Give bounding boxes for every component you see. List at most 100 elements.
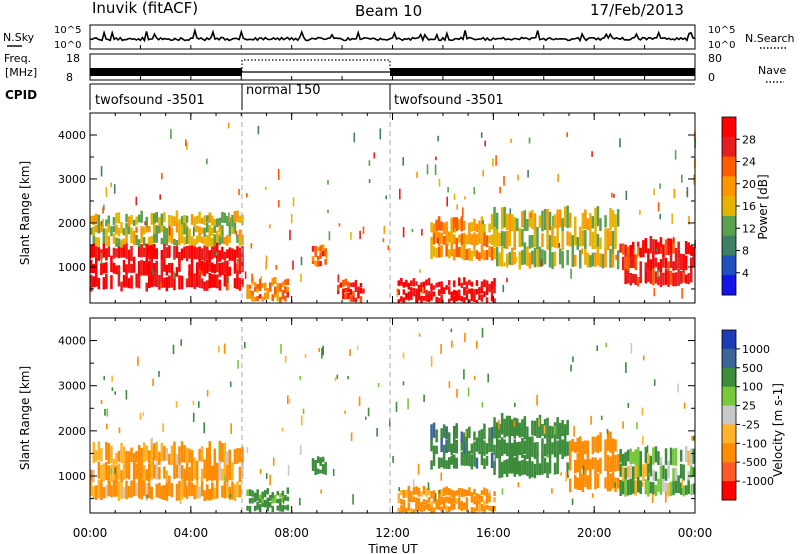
data-cell xyxy=(180,275,184,290)
data-cell xyxy=(460,502,464,511)
data-cell xyxy=(203,262,206,277)
data-cell xyxy=(276,491,279,496)
data-cell xyxy=(596,459,600,473)
data-cell xyxy=(533,463,537,479)
data-cell xyxy=(208,260,211,272)
data-cell xyxy=(513,439,516,457)
data-cell xyxy=(158,482,161,499)
data-cell xyxy=(639,451,642,466)
data-cell xyxy=(531,436,534,457)
data-cell xyxy=(213,234,216,246)
data-cell xyxy=(152,269,154,275)
data-cell xyxy=(455,290,458,297)
data-cell xyxy=(256,501,259,510)
data-cell xyxy=(168,275,171,288)
data-cell xyxy=(546,434,549,457)
data-cell xyxy=(664,482,668,496)
data-cell xyxy=(231,224,234,235)
data-cell xyxy=(455,457,458,469)
data-cell xyxy=(223,212,227,224)
data-cell xyxy=(465,503,469,512)
data-cell xyxy=(236,210,239,222)
data-cell xyxy=(402,352,405,359)
data-cell xyxy=(158,275,161,290)
data-cell xyxy=(198,246,201,261)
data-cell xyxy=(188,466,191,483)
data-cell xyxy=(445,496,448,503)
data-cell xyxy=(263,500,267,506)
data-cell xyxy=(115,224,118,235)
data-cell xyxy=(327,180,329,185)
data-cell xyxy=(337,274,340,283)
data-cell xyxy=(460,431,464,442)
data-cell xyxy=(185,245,189,262)
data-cell xyxy=(483,458,486,470)
data-cell xyxy=(266,288,269,295)
data-cell xyxy=(175,267,179,277)
data-cell xyxy=(342,292,345,300)
data-cell xyxy=(276,505,279,511)
data-cell xyxy=(193,221,196,233)
data-cell xyxy=(266,293,269,300)
data-cell xyxy=(521,250,524,265)
data-cell xyxy=(609,473,612,492)
data-cell xyxy=(553,435,557,458)
data-cell xyxy=(435,219,438,231)
data-cell xyxy=(488,427,491,441)
data-cell xyxy=(594,207,597,229)
nsky-left-tick-top: 10^5 xyxy=(54,25,81,36)
data-cell xyxy=(410,495,413,503)
data-cell xyxy=(672,272,675,287)
data-cell xyxy=(427,293,431,303)
data-cell xyxy=(440,496,443,505)
data-cell xyxy=(185,215,189,223)
data-cell xyxy=(447,187,449,193)
data-cell xyxy=(473,289,476,297)
data-cell xyxy=(148,261,151,275)
data-cell xyxy=(594,436,597,453)
data-cell xyxy=(271,492,274,499)
data-cell xyxy=(211,215,214,226)
data-cell xyxy=(465,442,469,455)
data-cell xyxy=(416,171,418,178)
data-cell xyxy=(145,243,148,260)
data-cell xyxy=(649,259,653,271)
data-cell xyxy=(432,231,436,245)
data-cell xyxy=(489,489,491,496)
data-cell xyxy=(448,506,451,512)
data-cell xyxy=(495,229,499,247)
data-cell xyxy=(258,496,262,504)
data-cell xyxy=(402,282,406,288)
data-cell xyxy=(230,423,232,434)
data-cell xyxy=(566,205,569,229)
data-cell xyxy=(476,340,478,349)
data-cell xyxy=(286,504,290,511)
data-cell xyxy=(193,457,196,480)
data-cell xyxy=(475,299,479,303)
data-cell xyxy=(513,457,516,477)
data-cell xyxy=(231,481,234,500)
data-cell xyxy=(669,481,673,497)
data-cell xyxy=(256,489,259,495)
data-cell xyxy=(440,344,442,354)
data-cell xyxy=(493,247,496,260)
data-cell xyxy=(402,499,406,507)
data-cell xyxy=(140,480,143,500)
data-cell xyxy=(286,287,290,292)
data-cell xyxy=(231,214,234,227)
data-cell xyxy=(591,151,593,157)
data-cell xyxy=(470,496,474,503)
data-cell xyxy=(410,490,413,496)
data-cell xyxy=(165,234,169,246)
data-cell xyxy=(493,453,496,469)
data-cell xyxy=(172,344,175,355)
data-cell xyxy=(505,230,509,249)
data-cell xyxy=(604,215,607,228)
data-cell xyxy=(417,463,420,475)
data-cell xyxy=(558,209,562,228)
data-cell xyxy=(455,498,458,504)
data-cell xyxy=(422,281,426,290)
data-cell xyxy=(647,453,650,464)
data-cell xyxy=(336,374,339,379)
data-cell xyxy=(92,226,95,236)
